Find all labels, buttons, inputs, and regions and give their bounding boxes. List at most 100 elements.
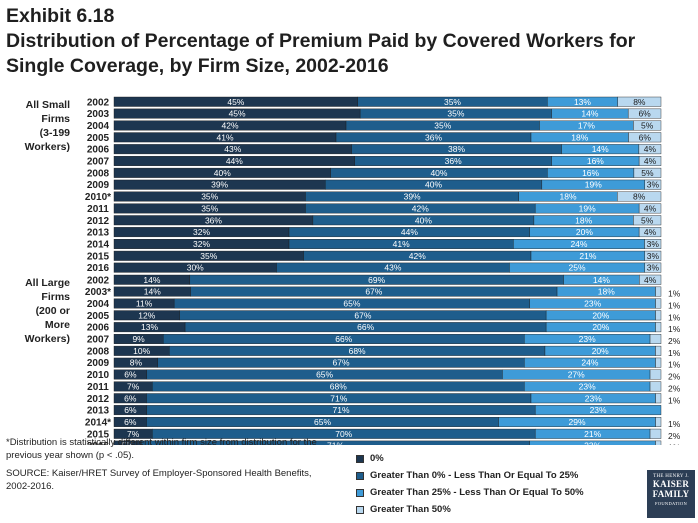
year-label: 2014 — [87, 239, 110, 250]
legend-label: Greater Than 50% — [370, 504, 451, 515]
data-label: 68% — [349, 346, 366, 356]
year-label: 2004 — [87, 121, 110, 132]
data-label: 42% — [409, 251, 426, 261]
bar-segment — [655, 357, 662, 368]
group-label-line: Workers) — [24, 333, 70, 345]
bar-segment — [655, 393, 662, 404]
data-label: 18% — [598, 287, 615, 297]
legend-swatch — [356, 471, 364, 480]
year-label: 2002 — [87, 97, 110, 108]
logo-line: THE HENRY J. — [653, 474, 689, 479]
bar-segment — [113, 440, 142, 445]
year-label: 2014* — [85, 417, 111, 428]
data-label: 40% — [425, 180, 442, 190]
bar-segment — [638, 144, 662, 155]
bar-segment — [649, 381, 662, 392]
data-label: 14% — [143, 275, 160, 285]
data-label: 1% — [668, 348, 681, 358]
year-label: 2009 — [87, 358, 110, 369]
data-label: 1% — [668, 419, 681, 429]
data-label: 23% — [584, 441, 601, 445]
data-label: 43% — [224, 144, 241, 154]
year-label: 2005 — [87, 311, 110, 322]
data-label: 65% — [316, 370, 333, 380]
data-label: 68% — [330, 381, 347, 391]
group-label-large-firms: All Large Firms (200 or More Workers) — [0, 276, 70, 346]
data-label: 5% — [641, 120, 654, 130]
exhibit-label: Exhibit 6.18 — [6, 5, 115, 27]
group-label-line: Firms — [41, 291, 70, 303]
data-label: 1% — [668, 395, 681, 405]
data-label: 4% — [644, 227, 657, 237]
data-label: 36% — [425, 132, 442, 142]
year-label: 2015 — [87, 429, 110, 440]
data-label: 8% — [130, 358, 143, 368]
data-label: 16% — [582, 168, 599, 178]
bar-segment — [633, 215, 662, 226]
data-label: 36% — [445, 156, 462, 166]
data-label: 1% — [668, 443, 681, 445]
year-label: 2006 — [87, 145, 110, 156]
source-footnote: SOURCE: Kaiser/HRET Survey of Employer-S… — [6, 468, 312, 492]
year-label: 2006 — [87, 323, 110, 334]
data-label: 42% — [412, 203, 429, 213]
data-label: 1% — [668, 289, 681, 299]
year-label: 2010* — [85, 192, 111, 203]
data-label: 5% — [122, 441, 135, 445]
group-label-line: All Small — [25, 99, 70, 111]
legend-label: 0% — [370, 453, 384, 464]
bar-segment — [644, 262, 662, 273]
significance-footnote: *Distribution is statistically different… — [6, 437, 317, 461]
data-label: 27% — [568, 370, 585, 380]
bar-segment — [655, 322, 662, 333]
data-label: 6% — [124, 370, 137, 380]
group-label-line: (3-199 — [39, 127, 70, 139]
data-label: 45% — [229, 109, 246, 119]
data-label: 2% — [668, 383, 681, 393]
data-label: 1% — [668, 312, 681, 322]
bar-segment — [644, 179, 662, 190]
data-label: 44% — [226, 156, 243, 166]
bar-segment — [644, 250, 662, 261]
bar-segment — [655, 440, 662, 445]
data-label: 2% — [668, 372, 681, 382]
data-label: 35% — [434, 120, 451, 130]
legend-swatch — [356, 488, 364, 497]
bar-segment — [655, 298, 662, 309]
data-label: 6% — [124, 393, 137, 403]
data-label: 41% — [217, 132, 234, 142]
data-label: 4% — [644, 144, 657, 154]
data-label: 3% — [647, 239, 660, 249]
data-label: 1% — [668, 300, 681, 310]
data-label: 7% — [127, 429, 140, 439]
legend-swatch — [356, 505, 364, 514]
data-label: 2% — [668, 431, 681, 441]
bar-segment — [617, 96, 662, 107]
data-label: 1% — [668, 324, 681, 334]
data-label: 14% — [144, 287, 161, 297]
data-label: 39% — [211, 180, 228, 190]
bar-segment — [638, 203, 662, 214]
data-label: 20% — [592, 322, 609, 332]
data-label: 67% — [365, 287, 382, 297]
data-label: 29% — [569, 417, 586, 427]
data-label: 13% — [141, 322, 158, 332]
data-label: 24% — [581, 358, 598, 368]
data-label: 42% — [222, 120, 239, 130]
data-label: 12% — [138, 310, 155, 320]
data-label: 71% — [330, 393, 347, 403]
data-label: 35% — [201, 203, 218, 213]
data-label: 20% — [576, 227, 593, 237]
group-label-line: Firms — [41, 113, 70, 125]
data-label: 70% — [335, 429, 352, 439]
bar-segment — [638, 156, 662, 166]
data-label: 24% — [570, 239, 587, 249]
data-label: 9% — [132, 334, 145, 344]
data-label: 23% — [579, 381, 596, 391]
year-label: 2013 — [87, 228, 110, 239]
bar-segment — [633, 167, 662, 178]
data-label: 6% — [638, 109, 651, 119]
data-label: 3% — [647, 263, 660, 273]
data-label: 45% — [227, 97, 244, 107]
data-label: 17% — [578, 120, 595, 130]
